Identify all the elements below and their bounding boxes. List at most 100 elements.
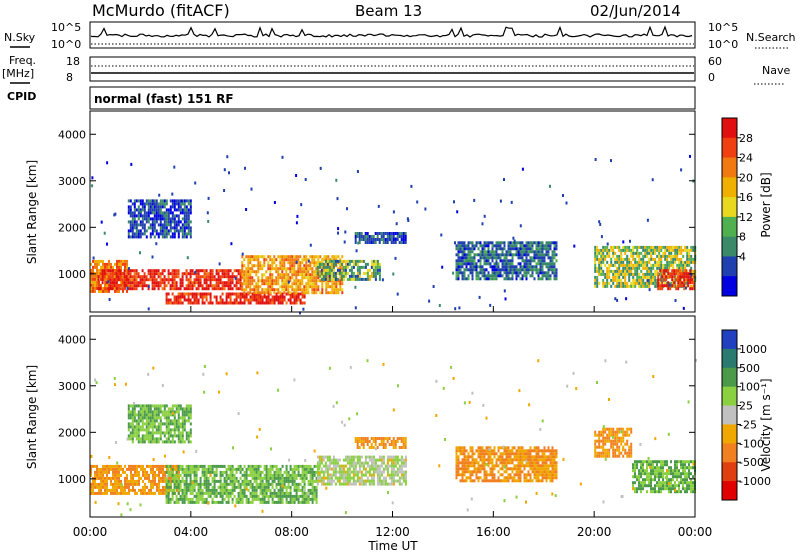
heatmap-cell xyxy=(489,446,492,450)
heatmap-cell xyxy=(648,257,651,261)
heatmap-cell xyxy=(654,245,657,249)
heatmap-cell xyxy=(394,470,397,474)
heatmap-cell xyxy=(483,250,486,254)
heatmap-cell xyxy=(251,488,254,492)
heatmap-cell xyxy=(317,258,320,262)
heatmap-cell xyxy=(378,467,381,471)
heatmap-cell xyxy=(167,281,170,285)
heatmap-cell xyxy=(650,263,653,267)
heatmap-cell xyxy=(233,301,236,305)
heatmap-cell xyxy=(553,244,556,248)
heatmap-cell xyxy=(157,272,160,276)
heatmap-cell xyxy=(185,467,188,471)
heatmap-cell xyxy=(153,202,156,206)
heatmap-cell xyxy=(225,473,228,477)
heatmap-cell xyxy=(205,491,208,495)
heatmap-cell xyxy=(169,220,172,224)
heatmap-cell xyxy=(245,267,248,271)
heatmap-cell xyxy=(151,269,154,273)
heatmap-cell xyxy=(642,275,645,279)
heatmap-cell xyxy=(332,262,335,266)
heatmap-cell xyxy=(279,479,282,483)
heatmap-cell xyxy=(158,464,160,468)
heatmap-cell xyxy=(473,464,476,468)
heatmap-cell xyxy=(311,282,314,286)
heatmap-cell xyxy=(372,455,375,459)
heatmap-cell xyxy=(185,476,188,480)
heatmap-cell xyxy=(223,301,226,305)
heatmap-cell xyxy=(217,287,220,291)
heatmap-cell xyxy=(281,155,284,159)
heatmap-cell xyxy=(295,491,298,495)
heatmap-cell xyxy=(119,287,122,291)
heatmap-cell xyxy=(309,464,312,468)
heatmap-cell xyxy=(638,254,641,258)
heatmap-cell xyxy=(133,226,136,230)
heatmap-cell xyxy=(207,284,210,288)
heatmap-cell xyxy=(658,254,661,258)
heatmap-cell xyxy=(245,270,248,274)
heatmap-cell xyxy=(610,269,613,273)
heatmap-cell xyxy=(491,265,494,269)
heatmap-cell xyxy=(263,258,266,262)
heatmap-cell xyxy=(475,473,478,477)
heatmap-cell xyxy=(291,282,294,286)
heatmap-cell xyxy=(531,268,534,272)
heatmap-cell xyxy=(525,271,528,275)
heatmap-cell xyxy=(104,277,106,281)
heatmap-cell xyxy=(337,288,340,292)
heatmap-cell xyxy=(311,273,314,277)
heatmap-cell xyxy=(487,259,490,263)
heatmap-cell xyxy=(661,269,664,273)
heatmap-cell xyxy=(382,479,385,483)
heatmap-cell xyxy=(543,274,546,278)
heatmap-cell xyxy=(679,269,682,273)
heatmap-cell xyxy=(187,464,190,468)
heatmap-cell xyxy=(324,277,327,281)
heatmap-cell xyxy=(295,288,298,292)
heatmap-cell xyxy=(279,485,282,489)
heatmap-cell xyxy=(301,270,304,274)
heatmap-cell xyxy=(249,295,252,299)
heatmap-cell xyxy=(251,482,254,486)
heatmap-cell xyxy=(275,258,278,262)
heatmap-cell xyxy=(197,272,200,276)
heatmap-cell xyxy=(94,491,96,495)
heatmap-cell xyxy=(153,211,156,215)
heatmap-cell xyxy=(285,285,288,289)
heatmap-cell xyxy=(177,275,180,279)
heatmap-cell xyxy=(404,446,407,449)
heatmap-cell xyxy=(382,455,385,459)
heatmap-cell xyxy=(197,488,200,492)
heatmap-cell xyxy=(228,171,230,175)
heatmap-cell xyxy=(239,269,242,273)
heatmap-cell xyxy=(335,282,338,286)
heatmap-cell xyxy=(209,301,212,305)
heatmap-cell xyxy=(179,488,182,492)
heatmap-cell xyxy=(378,437,381,440)
heatmap-cell xyxy=(685,269,688,273)
heatmap-cell xyxy=(648,278,651,282)
heatmap-cell xyxy=(459,467,462,471)
heatmap-cell xyxy=(177,217,180,221)
heatmap-cell xyxy=(108,470,110,474)
heatmap-cell xyxy=(523,274,526,278)
heatmap-cell xyxy=(313,282,316,286)
heatmap-cell xyxy=(499,461,502,465)
heatmap-cell xyxy=(616,269,619,273)
heatmap-cell xyxy=(338,262,341,266)
heatmap-cell xyxy=(231,491,234,495)
heatmap-cell xyxy=(301,291,304,295)
heatmap-cell xyxy=(291,479,294,483)
heatmap-cell xyxy=(247,279,250,283)
heatmap-cell xyxy=(650,257,653,261)
heatmap-cell xyxy=(94,485,96,489)
heatmap-cell xyxy=(505,250,508,254)
heatmap-cell xyxy=(313,497,316,501)
heatmap-cell xyxy=(129,199,132,203)
heatmap-cell xyxy=(245,255,248,259)
heatmap-cell xyxy=(245,497,248,501)
heatmap-cell xyxy=(161,211,164,215)
heatmap-cell xyxy=(503,247,506,251)
heatmap-cell xyxy=(676,251,679,255)
